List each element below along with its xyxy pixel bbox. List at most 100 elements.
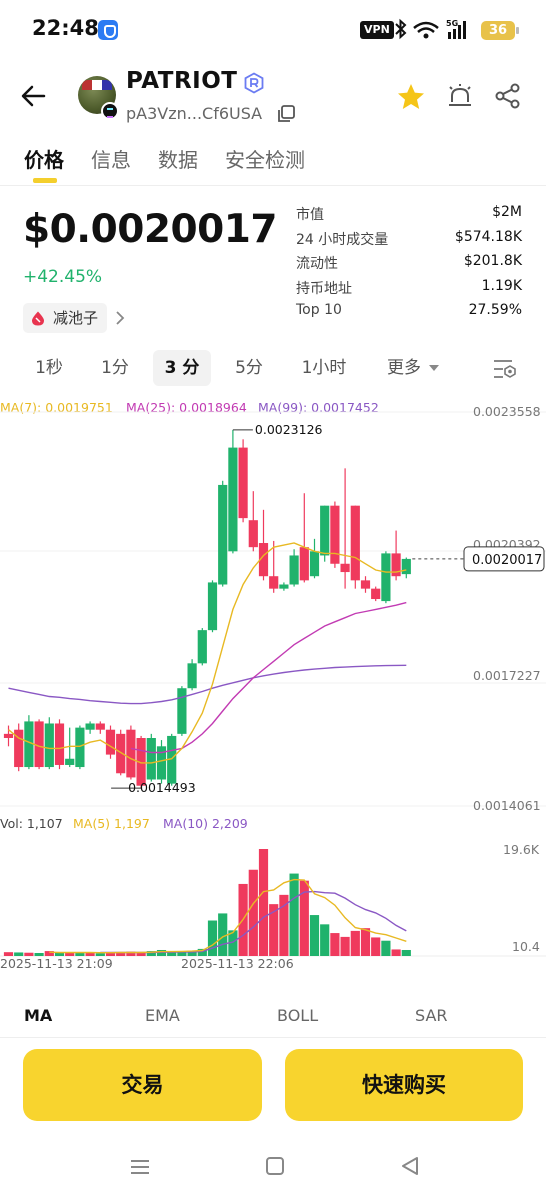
volume-bar <box>126 951 136 956</box>
stat-top10: Top 10 27.59% <box>296 302 522 327</box>
candle-body <box>360 580 371 589</box>
price-axis-label: 0.0023558 <box>473 404 541 419</box>
volume-bar <box>360 928 371 956</box>
candle-body <box>269 576 279 589</box>
current-price: $0.0020017 <box>23 207 278 252</box>
volume-bar <box>279 894 289 956</box>
candle-body <box>105 729 116 755</box>
volume-bar <box>65 952 75 956</box>
tab-data[interactable]: 数据 <box>158 148 198 172</box>
candle-body <box>136 738 146 786</box>
stat-value: 27.59% <box>468 302 522 318</box>
volume-bar <box>116 952 126 956</box>
caret-down-icon <box>429 365 439 371</box>
ma99-line <box>8 664 407 705</box>
candle-body <box>167 735 177 784</box>
volume-bar <box>146 951 156 956</box>
ma99-legend: MA(99): 0.0017452 <box>258 400 379 415</box>
timeframe-1m[interactable]: 1分 <box>101 358 129 378</box>
ma7-line <box>8 542 407 764</box>
timeframe-more[interactable]: 更多 <box>376 350 450 386</box>
candle-body <box>299 547 309 581</box>
candle-body <box>116 733 126 774</box>
network-type: 5G <box>446 19 458 28</box>
candle-body <box>320 505 330 556</box>
back-triangle-icon[interactable] <box>400 1156 420 1176</box>
volume-bar <box>218 913 228 956</box>
favorite-star-icon[interactable] <box>396 82 426 112</box>
drop-icon <box>32 311 44 326</box>
candle-body <box>309 551 320 577</box>
candle-body <box>330 505 340 564</box>
indicator-sar[interactable]: SAR <box>415 1006 448 1025</box>
timeframe-1s[interactable]: 1秒 <box>35 358 63 378</box>
pool-chip[interactable]: 减池子 <box>23 303 108 333</box>
token-header: PATRIOT pA3Vzn...Cf6USA <box>0 60 546 135</box>
stat-label: Top 10 <box>296 302 342 318</box>
volume-bar <box>85 952 95 956</box>
recent-apps-icon[interactable] <box>130 1157 150 1177</box>
stat-value: $574.18K <box>454 228 522 245</box>
detail-tabs: 价格 信息 数据 安全检测 <box>0 140 546 186</box>
chart-settings-icon[interactable] <box>492 358 516 380</box>
candle-body <box>391 553 401 577</box>
timeframe-more-label: 更多 <box>387 358 421 378</box>
pool-chip-label: 减池子 <box>53 309 99 327</box>
volume-bar <box>289 873 299 956</box>
home-icon[interactable] <box>266 1157 284 1175</box>
volume-bar <box>350 930 360 956</box>
quick-buy-button[interactable]: 快速购买 <box>285 1049 523 1121</box>
platform-badge-icon[interactable] <box>243 72 265 94</box>
candle-body <box>95 723 105 730</box>
candle-body <box>146 738 156 780</box>
timeframe-5m[interactable]: 5分 <box>235 358 263 378</box>
candle-body <box>207 582 218 631</box>
indicator-ema[interactable]: EMA <box>145 1006 180 1025</box>
candle-body <box>289 555 299 585</box>
low-price-label: 0.0014493 <box>128 780 196 795</box>
volume-value: Vol: 1,107 <box>0 816 63 831</box>
candlestick-chart[interactable]: 0.00235580.00203920.00172270.001406119.6… <box>0 393 546 978</box>
timeframe-3m[interactable]: 3 分 <box>153 350 211 386</box>
ma25-legend: MA(25): 0.0018964 <box>126 400 247 415</box>
candle-body <box>34 721 44 768</box>
candle-body <box>228 447 238 552</box>
volume-bar <box>381 940 391 956</box>
copy-icon[interactable] <box>276 104 296 124</box>
share-icon[interactable] <box>494 82 522 110</box>
volume-bar <box>401 949 411 956</box>
tab-price[interactable]: 价格 <box>24 148 64 172</box>
candle-body <box>126 729 136 778</box>
candle-body <box>156 746 167 780</box>
high-price-label: 0.0023126 <box>255 422 323 437</box>
vol-ma5-line <box>49 878 407 954</box>
volume-bar <box>177 951 187 956</box>
candle-body <box>75 727 85 768</box>
tab-security-check[interactable]: 安全检测 <box>225 148 305 172</box>
stat-liquidity: 流动性 $201.8K <box>296 253 522 278</box>
candle-body <box>401 558 411 575</box>
chevron-right-icon[interactable] <box>113 310 127 326</box>
tab-info[interactable]: 信息 <box>91 148 131 172</box>
trade-button[interactable]: 交易 <box>23 1049 262 1121</box>
candle-body <box>371 588 381 600</box>
volume-bar <box>248 869 258 956</box>
candle-body <box>279 584 289 589</box>
token-address: pA3Vzn...Cf6USA <box>126 104 263 123</box>
indicator-ma[interactable]: MA <box>24 1006 53 1025</box>
candle-body <box>238 447 248 519</box>
volume-bar <box>105 952 116 956</box>
timeframe-1h[interactable]: 1小时 <box>301 358 347 378</box>
current-price-label: 0.0020017 <box>472 553 542 568</box>
volume-bar <box>309 915 320 956</box>
price-alert-icon[interactable] <box>446 82 474 110</box>
back-arrow-icon[interactable] <box>18 80 50 112</box>
candle-body <box>177 688 187 734</box>
volume-bar <box>187 950 197 956</box>
indicator-boll[interactable]: BOLL <box>277 1006 319 1025</box>
stat-holders: 持币地址 1.19K <box>296 278 522 303</box>
candle-body <box>65 758 75 765</box>
volume-bar <box>371 937 381 956</box>
chain-badge-icon <box>101 102 119 120</box>
stat-label: 持币地址 <box>296 280 352 297</box>
